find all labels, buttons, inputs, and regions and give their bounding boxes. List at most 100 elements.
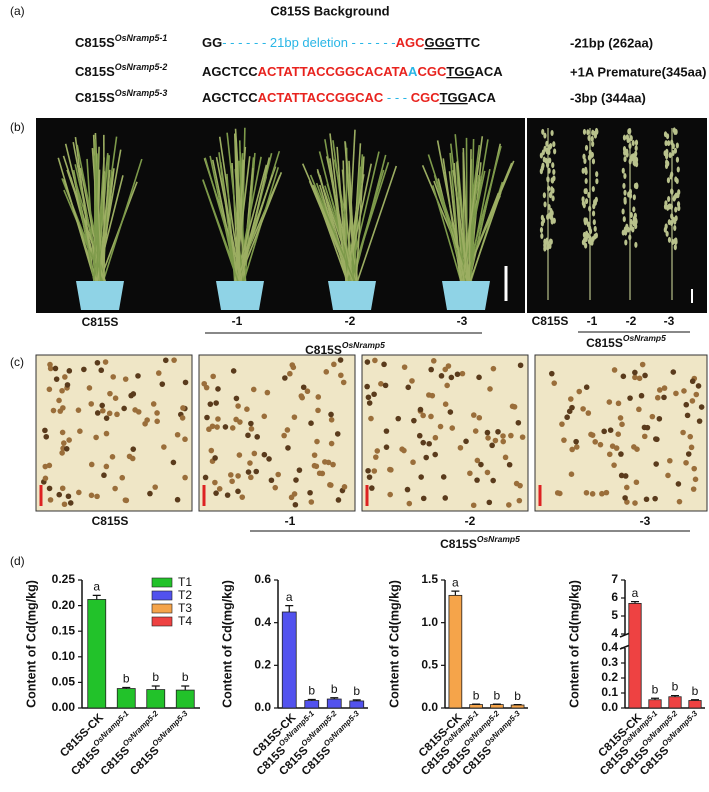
- pollen-grain: [615, 431, 622, 438]
- pollen-grain: [47, 365, 54, 372]
- pollen-grain: [442, 495, 449, 501]
- pollen-grain: [250, 386, 257, 393]
- pollen-grain: [56, 491, 63, 498]
- grain: [674, 206, 678, 213]
- pollen-grain: [132, 407, 138, 413]
- pollen-grain: [490, 365, 497, 372]
- sequence-segment: CGC: [417, 64, 447, 79]
- y-tick-label: 0.25: [52, 572, 76, 586]
- leaf: [226, 132, 244, 283]
- y-axis-label: Content of Cd(mg/kg): [220, 580, 234, 708]
- sequence-segment: GGG: [425, 35, 455, 50]
- pollen-grain: [597, 441, 604, 448]
- pollen-grain: [46, 386, 53, 393]
- label: C815SOsNramp5: [440, 534, 520, 551]
- grain: [590, 135, 594, 142]
- pollen-grain: [282, 375, 288, 381]
- pollen-grain: [245, 432, 251, 439]
- pollen-grain: [374, 448, 381, 454]
- sequence: AGCTCCACTATTACCGGCACATAACGCTGGACA: [202, 64, 503, 79]
- legend-label: T2: [178, 588, 192, 602]
- pollen-grain: [459, 370, 466, 377]
- pollen-grain: [667, 457, 673, 464]
- pollen-grain: [159, 381, 166, 387]
- legend-swatch: [151, 577, 173, 588]
- grain: [550, 177, 555, 184]
- pollen-grain: [516, 497, 523, 504]
- grain: [540, 165, 544, 172]
- grain: [674, 215, 678, 222]
- pollen-grain: [204, 414, 210, 421]
- y-axis-label: Content of Cd(mg/kg): [387, 580, 401, 708]
- leaf: [461, 136, 484, 283]
- pollen-grain: [296, 467, 303, 473]
- leaf: [467, 168, 491, 283]
- pollen-grain: [476, 414, 483, 421]
- pollen-grain: [46, 485, 53, 492]
- label-superscript: OsNramp5: [342, 340, 385, 350]
- pollen-grain: [495, 428, 501, 435]
- label-base: C815S: [128, 744, 162, 778]
- sequence-segment: GG: [202, 35, 222, 50]
- pollen-grain: [484, 469, 491, 476]
- error-bar: [691, 699, 699, 701]
- pollen-grain: [109, 454, 116, 460]
- pollen-grain: [88, 401, 95, 407]
- pollen-grain: [122, 497, 129, 503]
- line-label: -3: [640, 514, 651, 528]
- leaf: [462, 147, 469, 283]
- grain: [634, 218, 638, 225]
- pollen-grain: [287, 370, 293, 377]
- pollen-grain: [661, 385, 668, 391]
- grain: [629, 135, 633, 142]
- pollen-grain: [245, 469, 252, 475]
- grain: [547, 185, 551, 192]
- pollen-grain: [569, 404, 575, 411]
- pollen-grain: [634, 446, 640, 452]
- grain: [675, 177, 679, 184]
- grain: [550, 186, 554, 193]
- pollen-grain: [154, 418, 160, 425]
- grain: [540, 220, 544, 227]
- pollen-grain: [478, 461, 484, 468]
- pollen-grain: [101, 472, 107, 479]
- grain: [584, 198, 589, 205]
- grain: [621, 208, 625, 215]
- grain: [590, 151, 594, 158]
- pollen-grain: [551, 380, 558, 386]
- grain: [543, 132, 547, 139]
- pollen-grain: [476, 374, 482, 381]
- pollen-grain: [416, 432, 423, 439]
- y-tick-label: 0.20: [52, 598, 76, 612]
- sequence-segment: CGC: [411, 90, 441, 105]
- pollen-grain: [423, 454, 430, 461]
- pollen-grain: [428, 413, 434, 420]
- grain: [583, 188, 587, 195]
- grain: [634, 139, 639, 146]
- pollen-grain: [622, 473, 629, 479]
- pollen-grain: [98, 367, 105, 374]
- pollen-grain: [281, 432, 287, 439]
- pollen-grain: [653, 436, 659, 442]
- pollen-grain: [470, 412, 477, 418]
- pollen-grain: [247, 460, 253, 466]
- pollen-grain: [103, 430, 110, 437]
- error-bar: [122, 686, 131, 689]
- pollen-grain: [328, 411, 334, 418]
- error-bar: [285, 605, 294, 612]
- pollen-grain: [300, 384, 307, 391]
- significance-letter: b: [182, 670, 189, 684]
- pollen-grain: [638, 392, 645, 399]
- pollen-grain: [410, 459, 416, 466]
- mutation-result: +1A Premature(345aa): [570, 64, 706, 79]
- pollen-grain: [636, 375, 643, 382]
- error-bar: [307, 698, 316, 701]
- significance-letter: a: [632, 586, 639, 600]
- pollen-grain: [601, 428, 607, 435]
- pollen-grain: [429, 392, 436, 399]
- label: C815SOsNramp5: [305, 340, 385, 357]
- grain: [546, 176, 550, 183]
- bar: [349, 700, 365, 709]
- mutation-result: -3bp (344aa): [570, 90, 646, 105]
- leaf: [239, 157, 271, 283]
